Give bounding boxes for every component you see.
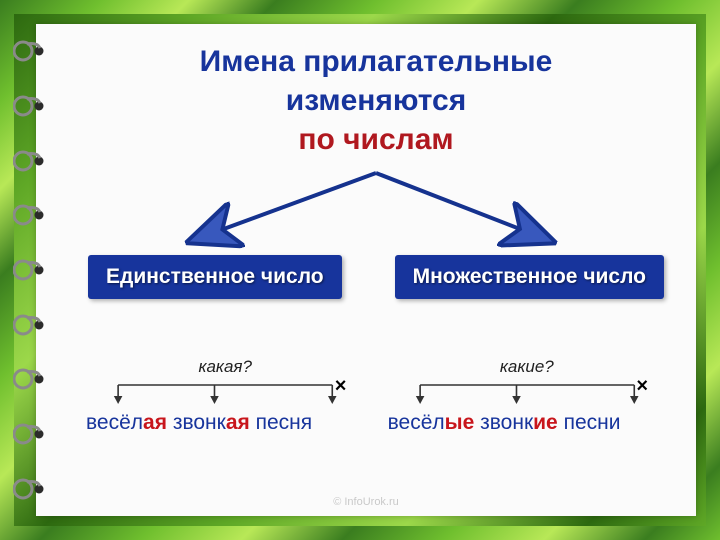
w2-end: ая (226, 411, 250, 434)
split-arrows (80, 165, 672, 255)
spiral-ring (13, 259, 47, 281)
w1r-stem: весёл (388, 411, 445, 434)
spiral-ring (13, 314, 47, 336)
spiral-ring (13, 478, 47, 500)
paper: Имена прилагательные изменяются по числа… (36, 24, 696, 516)
noun-left: песня (256, 411, 313, 434)
cross-right: × (636, 375, 648, 398)
footer: © InfoUrok.ru (36, 496, 696, 508)
spiral-ring (13, 40, 47, 62)
phrase-left: весёлая звонкая песня (86, 411, 364, 435)
spiral-binding (10, 24, 50, 516)
w1r-end: ые (445, 411, 475, 434)
bracket-right: × (388, 381, 666, 411)
bracket-left: × (86, 381, 364, 411)
spiral-ring (13, 150, 47, 172)
content: Имена прилагательные изменяются по числа… (36, 24, 696, 516)
w1-stem: весёл (86, 411, 143, 434)
examples-row: какая? × весёлая звонкая (80, 357, 672, 435)
spiral-ring (13, 95, 47, 117)
w1-end: ая (143, 411, 167, 434)
noun-right: песни (564, 411, 621, 434)
spiral-ring (13, 204, 47, 226)
cross-left: × (335, 375, 347, 398)
box-plural: Множественное число (395, 255, 664, 299)
box-singular: Единственное число (88, 255, 342, 299)
question-left: какая? (86, 357, 364, 377)
question-right: какие? (388, 357, 666, 377)
w2r-stem: звонк (480, 411, 533, 434)
phrase-right: весёлые звонкие песни (388, 411, 666, 435)
title-line-3: по числам (80, 120, 672, 159)
title-line-2: изменяются (80, 81, 672, 120)
spiral-ring (13, 423, 47, 445)
example-left: какая? × весёлая звонкая (86, 357, 364, 435)
title-block: Имена прилагательные изменяются по числа… (80, 42, 672, 159)
title-line-1: Имена прилагательные (80, 42, 672, 81)
w2r-end: ие (533, 411, 558, 434)
box-row: Единственное число Множественное число (80, 255, 672, 299)
spiral-ring (13, 368, 47, 390)
w2-stem: звонк (173, 411, 226, 434)
example-right: какие? × весёлые звонкие (388, 357, 666, 435)
